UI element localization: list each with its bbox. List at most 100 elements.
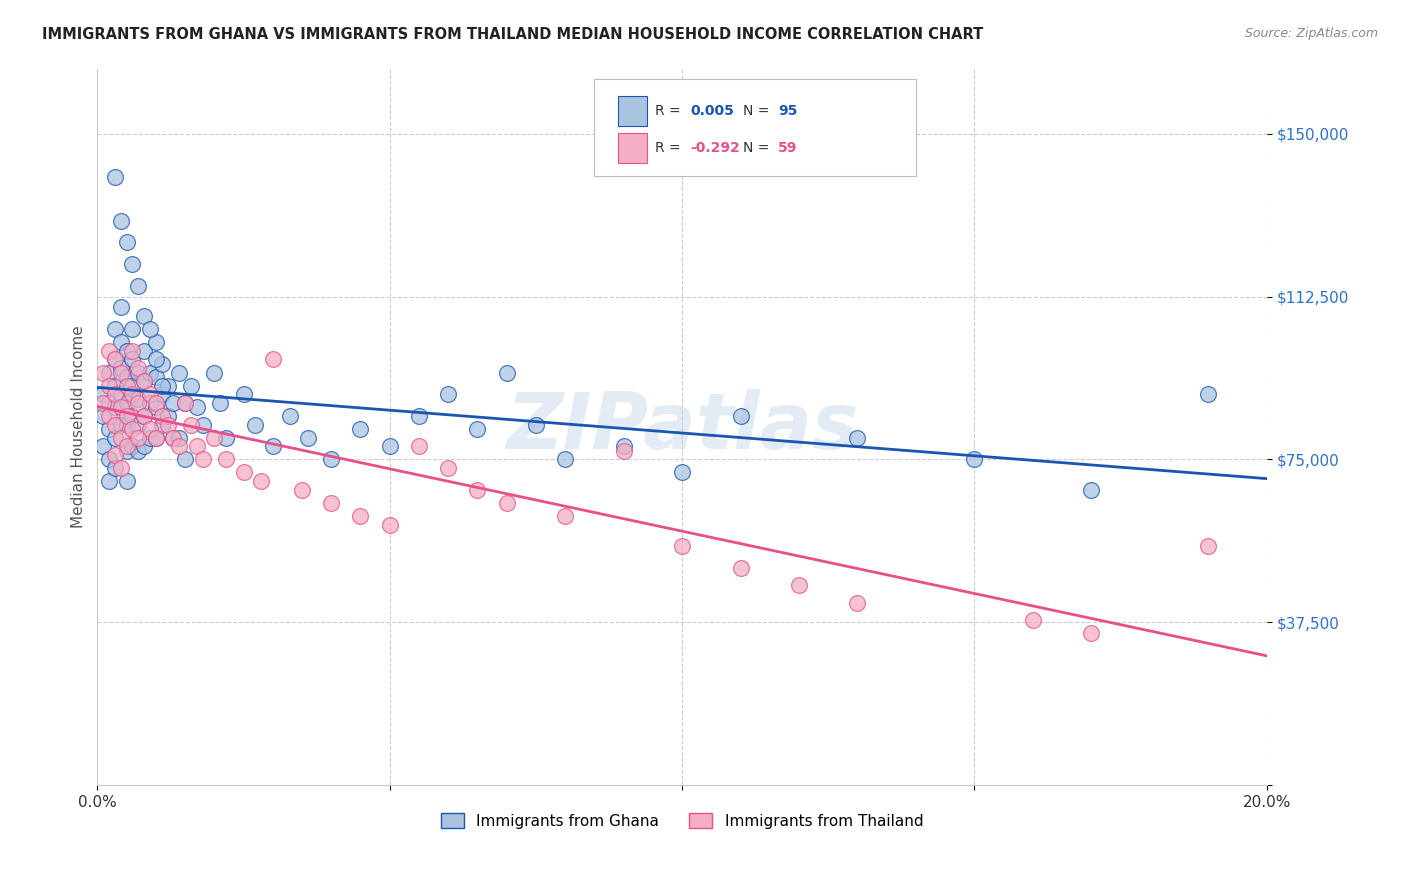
Point: [174, 452, 197, 467]
Point: [145, 352, 167, 367]
Text: -0.292: -0.292: [690, 141, 740, 155]
Point: [127, 278, 149, 293]
Point: [121, 343, 143, 358]
Point: [98, 366, 121, 380]
Point: [186, 401, 208, 415]
Point: [1197, 539, 1219, 553]
Point: [121, 409, 143, 423]
Point: [121, 378, 143, 392]
Point: [437, 387, 460, 401]
Point: [115, 378, 138, 392]
Point: [139, 387, 162, 401]
Point: [202, 431, 225, 445]
Point: [467, 483, 489, 497]
Text: N =: N =: [742, 141, 773, 155]
Point: [495, 496, 517, 510]
Point: [145, 431, 167, 445]
Point: [98, 409, 121, 423]
Point: [730, 561, 752, 575]
Point: [349, 508, 371, 523]
Point: [115, 439, 138, 453]
Point: [262, 439, 284, 453]
Point: [162, 431, 184, 445]
FancyBboxPatch shape: [617, 96, 647, 126]
Point: [297, 431, 319, 445]
Point: [174, 396, 197, 410]
Point: [262, 352, 284, 367]
Point: [134, 374, 156, 388]
Point: [121, 352, 143, 367]
Point: [150, 387, 173, 401]
Point: [250, 474, 273, 488]
Point: [186, 439, 208, 453]
Point: [232, 387, 254, 401]
Point: [145, 431, 167, 445]
Point: [191, 417, 214, 432]
Point: [150, 409, 173, 423]
Point: [110, 387, 132, 401]
Point: [321, 452, 343, 467]
Point: [110, 401, 132, 415]
Point: [278, 409, 301, 423]
Point: [349, 422, 371, 436]
Point: [134, 409, 156, 423]
Point: [115, 443, 138, 458]
Point: [162, 396, 184, 410]
Text: IMMIGRANTS FROM GHANA VS IMMIGRANTS FROM THAILAND MEDIAN HOUSEHOLD INCOME CORREL: IMMIGRANTS FROM GHANA VS IMMIGRANTS FROM…: [42, 27, 983, 42]
Point: [121, 387, 143, 401]
Point: [110, 431, 132, 445]
Point: [115, 235, 138, 250]
Point: [167, 431, 190, 445]
Point: [1080, 483, 1102, 497]
Text: R =: R =: [655, 141, 685, 155]
Point: [98, 474, 121, 488]
Point: [127, 443, 149, 458]
Point: [180, 417, 202, 432]
Y-axis label: Median Household Income: Median Household Income: [72, 326, 86, 528]
Point: [378, 439, 401, 453]
Point: [110, 461, 132, 475]
Point: [104, 170, 127, 185]
Legend: Immigrants from Ghana, Immigrants from Thailand: Immigrants from Ghana, Immigrants from T…: [434, 806, 929, 835]
Point: [110, 213, 132, 227]
Point: [846, 431, 869, 445]
Point: [104, 322, 127, 336]
Point: [115, 474, 138, 488]
Text: N =: N =: [742, 104, 773, 118]
Point: [145, 335, 167, 350]
Point: [524, 417, 547, 432]
Point: [121, 422, 143, 436]
Point: [215, 431, 238, 445]
Point: [115, 343, 138, 358]
Point: [104, 431, 127, 445]
Point: [145, 369, 167, 384]
Point: [167, 439, 190, 453]
Point: [115, 417, 138, 432]
Point: [127, 361, 149, 376]
Point: [104, 401, 127, 415]
Point: [1197, 387, 1219, 401]
Point: [202, 366, 225, 380]
Point: [110, 301, 132, 315]
Point: [134, 374, 156, 388]
Point: [495, 366, 517, 380]
Point: [104, 387, 127, 401]
Point: [110, 366, 132, 380]
Point: [110, 335, 132, 350]
Point: [139, 322, 162, 336]
Point: [139, 422, 162, 436]
Point: [191, 452, 214, 467]
Point: [98, 422, 121, 436]
Text: 59: 59: [778, 141, 797, 155]
Point: [1022, 613, 1045, 627]
Point: [209, 396, 232, 410]
Point: [846, 596, 869, 610]
Point: [121, 322, 143, 336]
Point: [115, 396, 138, 410]
Point: [98, 378, 121, 392]
Point: [671, 539, 693, 553]
Point: [134, 343, 156, 358]
Point: [127, 366, 149, 380]
Point: [787, 578, 810, 592]
Point: [134, 309, 156, 323]
